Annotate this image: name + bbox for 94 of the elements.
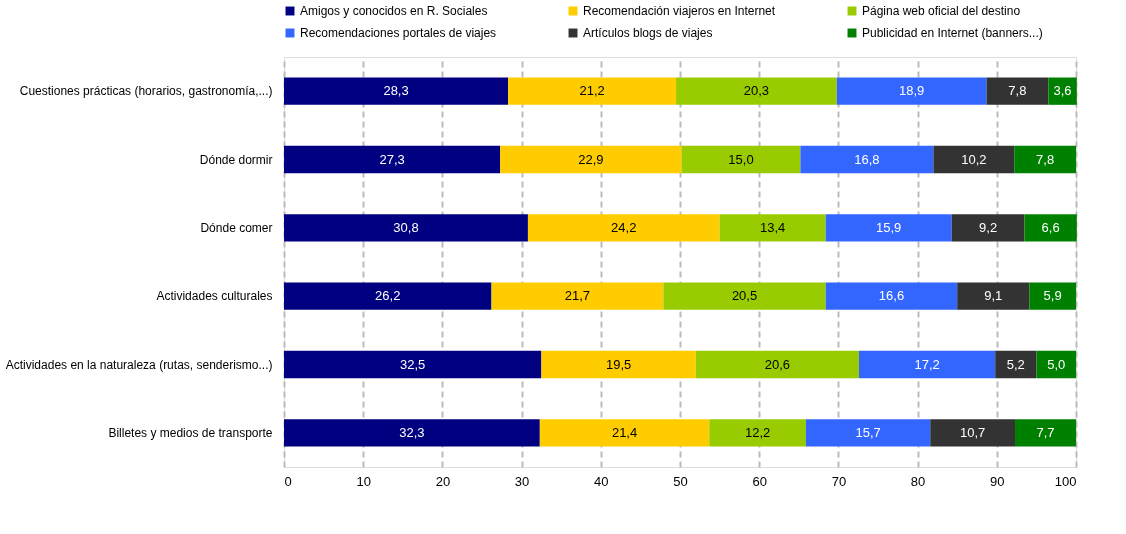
bar — [1015, 419, 1076, 447]
bar — [709, 419, 806, 447]
y-tick-label: Actividades culturales — [156, 289, 273, 304]
bar — [527, 214, 720, 242]
bar — [500, 145, 682, 174]
data-label: 15,9 — [876, 219, 902, 235]
legend-label: Recomendaciones portales de viajes — [300, 26, 497, 40]
legend-label: Publicidad en Internet (banners...) — [862, 26, 1043, 40]
legend-label: Artículos blogs de viajes — [583, 26, 713, 40]
bar — [858, 350, 996, 379]
data-label: 5,0 — [1047, 356, 1066, 372]
bar — [284, 419, 540, 447]
y-tick-label: Dónde dormir — [199, 152, 273, 167]
data-label: 7,7 — [1036, 424, 1055, 440]
x-tick-label: 20 — [435, 473, 451, 489]
bar — [995, 350, 1037, 379]
data-label: 22,9 — [578, 151, 604, 167]
data-label: 20,6 — [764, 356, 791, 372]
bar — [825, 282, 958, 310]
bar — [539, 419, 710, 447]
data-label: 21,2 — [579, 83, 605, 99]
data-label: 15,7 — [855, 424, 881, 440]
data-label: 5,2 — [1006, 356, 1025, 372]
bar — [284, 145, 501, 174]
x-tick-label: 80 — [910, 473, 926, 489]
bar — [933, 145, 1015, 174]
data-label: 10,2 — [961, 151, 987, 167]
x-tick-label: 0 — [284, 473, 292, 489]
x-tick-label: 100 — [1054, 473, 1077, 489]
bar — [986, 77, 1049, 105]
data-label: 13,4 — [760, 219, 786, 235]
data-label: 3,6 — [1053, 83, 1072, 99]
data-label: 32,5 — [400, 356, 426, 372]
y-tick-label: Billetes y medios de transporte — [108, 425, 273, 440]
data-label: 5,9 — [1043, 288, 1062, 304]
bar — [719, 214, 826, 242]
data-label: 27,3 — [379, 151, 405, 167]
data-label: 18,9 — [899, 83, 925, 99]
legend-label: Amigos y conocidos en R. Sociales — [300, 4, 488, 18]
data-label: 21,4 — [611, 424, 638, 440]
bar — [805, 419, 931, 447]
bar — [957, 282, 1030, 310]
bar — [695, 350, 859, 379]
x-tick-label: 90 — [990, 473, 1005, 489]
data-label: 15,0 — [728, 151, 754, 167]
x-tick-label: 10 — [356, 473, 371, 489]
bar — [1024, 214, 1077, 242]
legend-label: Página web oficial del destino — [862, 4, 1021, 18]
legend-label: Recomendación viajeros en Internet — [583, 4, 776, 18]
bar — [951, 214, 1025, 242]
bar — [508, 77, 677, 105]
bar — [836, 77, 987, 105]
x-tick-label: 70 — [831, 473, 847, 489]
bar — [1029, 282, 1076, 310]
bar — [663, 282, 826, 310]
bar — [825, 214, 952, 242]
bar — [800, 145, 934, 174]
y-tick-label: Cuestiones prácticas (horarios, gastronomía,...) — [19, 84, 273, 99]
y-tick-label: Actividades en la naturaleza (rutas, senderismo...) — [5, 357, 273, 372]
bar — [284, 214, 528, 242]
x-tick-label: 60 — [752, 473, 767, 489]
bar — [284, 77, 509, 105]
data-label: 17,2 — [914, 356, 940, 372]
x-tick-label: 40 — [594, 473, 609, 489]
data-label: 9,1 — [984, 288, 1003, 304]
x-tick-label: 50 — [673, 473, 688, 489]
data-label: 32,3 — [399, 424, 425, 440]
bar — [676, 77, 837, 105]
bar — [541, 350, 696, 379]
data-label: 28,3 — [383, 83, 409, 99]
bar — [491, 282, 664, 310]
bar — [1036, 350, 1076, 379]
x-tick-label: 30 — [514, 473, 530, 489]
bar — [284, 282, 492, 310]
bar — [681, 145, 801, 174]
data-label: 20,3 — [743, 83, 770, 99]
data-label: 19,5 — [605, 356, 632, 372]
data-label: 24,2 — [611, 219, 637, 235]
data-label: 12,2 — [744, 424, 771, 440]
data-label: 9,2 — [979, 219, 998, 235]
data-label: 6,6 — [1041, 219, 1060, 235]
data-label: 26,2 — [375, 288, 401, 304]
bar — [930, 419, 1016, 447]
data-label: 30,8 — [393, 219, 419, 235]
y-tick-label: Dónde comer — [200, 220, 273, 235]
data-label: 7,8 — [1036, 151, 1055, 167]
bar — [284, 350, 542, 379]
data-label: 10,7 — [959, 424, 986, 440]
data-label: 16,6 — [878, 288, 905, 304]
data-label: 20,5 — [731, 288, 758, 304]
data-label: 21,7 — [564, 288, 591, 304]
bar — [1014, 145, 1076, 174]
data-label: 7,8 — [1008, 83, 1027, 99]
data-label: 16,8 — [854, 151, 880, 167]
